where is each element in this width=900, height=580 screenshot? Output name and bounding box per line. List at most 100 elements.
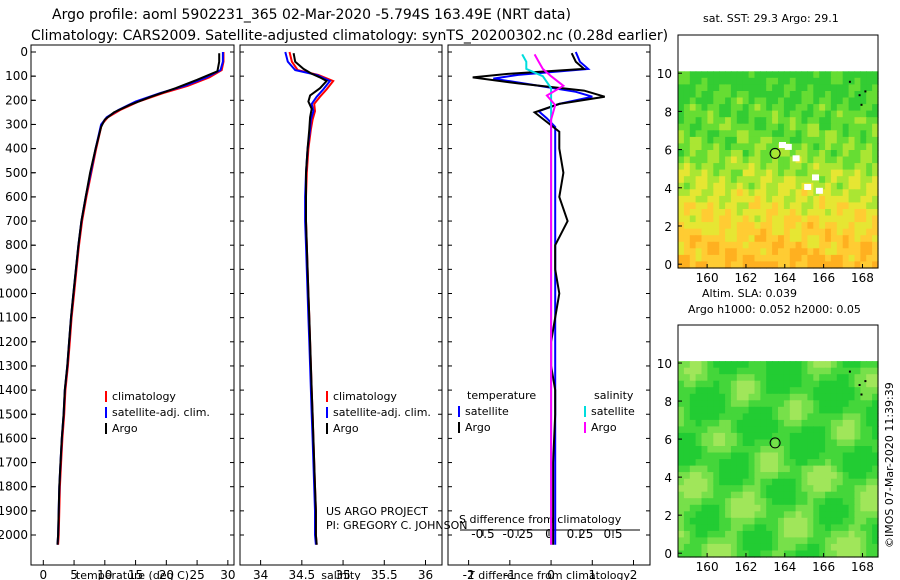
map-cell bbox=[683, 91, 691, 99]
map-cell bbox=[783, 110, 791, 118]
map-cell bbox=[830, 189, 838, 197]
map-cell bbox=[789, 419, 797, 427]
map-cell bbox=[836, 143, 844, 151]
map-cell bbox=[730, 150, 738, 158]
map-cell bbox=[725, 117, 732, 125]
map-cell bbox=[830, 374, 838, 382]
map-cell bbox=[748, 209, 756, 217]
map-cell bbox=[795, 491, 803, 499]
map-cell bbox=[795, 241, 803, 249]
map-cell bbox=[742, 426, 750, 434]
map-cell bbox=[742, 400, 750, 408]
map-cell bbox=[854, 504, 861, 512]
map-cell bbox=[872, 517, 879, 525]
map-cell bbox=[783, 176, 791, 184]
map-cell bbox=[789, 182, 797, 190]
map-cell bbox=[825, 215, 832, 223]
map-cell bbox=[760, 123, 767, 131]
map-cell bbox=[754, 400, 761, 408]
map-cell bbox=[795, 537, 803, 545]
map-cell bbox=[830, 176, 838, 184]
map-cell bbox=[748, 446, 756, 454]
map-cell bbox=[807, 446, 814, 454]
island-mark bbox=[860, 393, 863, 396]
map-cell bbox=[872, 387, 879, 395]
map-cell bbox=[836, 150, 844, 158]
map-cell bbox=[736, 123, 744, 131]
map-cell bbox=[866, 91, 873, 99]
map-cell bbox=[830, 511, 838, 519]
map-cell bbox=[836, 261, 844, 269]
map-cell bbox=[725, 374, 732, 382]
map-cell bbox=[830, 215, 838, 223]
map-cell bbox=[854, 261, 861, 269]
map-cell bbox=[813, 97, 820, 105]
map-cell bbox=[678, 241, 685, 249]
map-cell bbox=[707, 550, 714, 558]
map-cell bbox=[813, 517, 820, 525]
ytick-label: 200 bbox=[5, 93, 28, 107]
map-cell bbox=[819, 254, 826, 263]
map-cell bbox=[760, 400, 767, 408]
map-cell bbox=[860, 150, 867, 158]
map-cell bbox=[725, 241, 732, 249]
xtick-label: 0 bbox=[547, 568, 555, 580]
map-cell bbox=[760, 517, 767, 525]
map-cell bbox=[807, 117, 814, 125]
map-cell bbox=[813, 254, 820, 263]
map-cell bbox=[707, 254, 714, 263]
map-cell bbox=[772, 215, 779, 223]
map-cell bbox=[689, 387, 697, 395]
map-cell bbox=[719, 163, 726, 171]
map-cell bbox=[725, 472, 732, 480]
map-cell bbox=[801, 195, 808, 204]
map-cell bbox=[789, 104, 797, 112]
map-cell bbox=[695, 530, 703, 538]
map-cell bbox=[713, 530, 720, 538]
map-cell bbox=[836, 117, 844, 125]
map-cell bbox=[795, 71, 803, 79]
map-cell bbox=[830, 459, 838, 467]
map-cell bbox=[748, 91, 756, 99]
map-cell bbox=[754, 222, 761, 230]
map-cell bbox=[783, 465, 791, 473]
map-cell bbox=[848, 465, 856, 473]
map-cell bbox=[719, 543, 726, 551]
map-cell bbox=[860, 530, 867, 538]
map-cell bbox=[854, 77, 861, 85]
map-cell bbox=[842, 123, 850, 131]
map-cell bbox=[778, 387, 785, 395]
map-cell bbox=[772, 222, 779, 230]
map-cell bbox=[801, 472, 808, 480]
map-cell bbox=[830, 150, 838, 158]
map-cell bbox=[854, 84, 861, 92]
map-cell bbox=[813, 195, 820, 204]
map-cell bbox=[848, 387, 856, 395]
map-cell bbox=[795, 452, 803, 460]
map-cell bbox=[872, 156, 879, 164]
map-cell bbox=[730, 537, 738, 545]
map-cell bbox=[689, 406, 697, 414]
map-cell bbox=[848, 130, 856, 138]
map-cell bbox=[807, 550, 814, 558]
map-xtick-label: 160 bbox=[696, 560, 719, 574]
map-cell bbox=[701, 530, 708, 538]
map-ytick-label: 4 bbox=[664, 471, 672, 485]
map-cell bbox=[678, 215, 685, 223]
map-cell bbox=[695, 432, 703, 440]
map-cell bbox=[725, 387, 732, 395]
map-cell bbox=[701, 537, 708, 545]
map-cell bbox=[842, 77, 850, 85]
map-cell bbox=[854, 163, 861, 171]
map-cell bbox=[848, 485, 856, 493]
map-cell bbox=[713, 374, 720, 382]
map-cell bbox=[872, 491, 879, 499]
map-cell bbox=[872, 222, 879, 230]
map-cell bbox=[836, 84, 844, 92]
map-cell bbox=[730, 143, 738, 151]
map-cell bbox=[689, 104, 697, 112]
map-cell bbox=[813, 209, 820, 217]
map-cell bbox=[766, 361, 773, 369]
map-cell bbox=[695, 71, 703, 79]
map-cell bbox=[795, 400, 803, 408]
